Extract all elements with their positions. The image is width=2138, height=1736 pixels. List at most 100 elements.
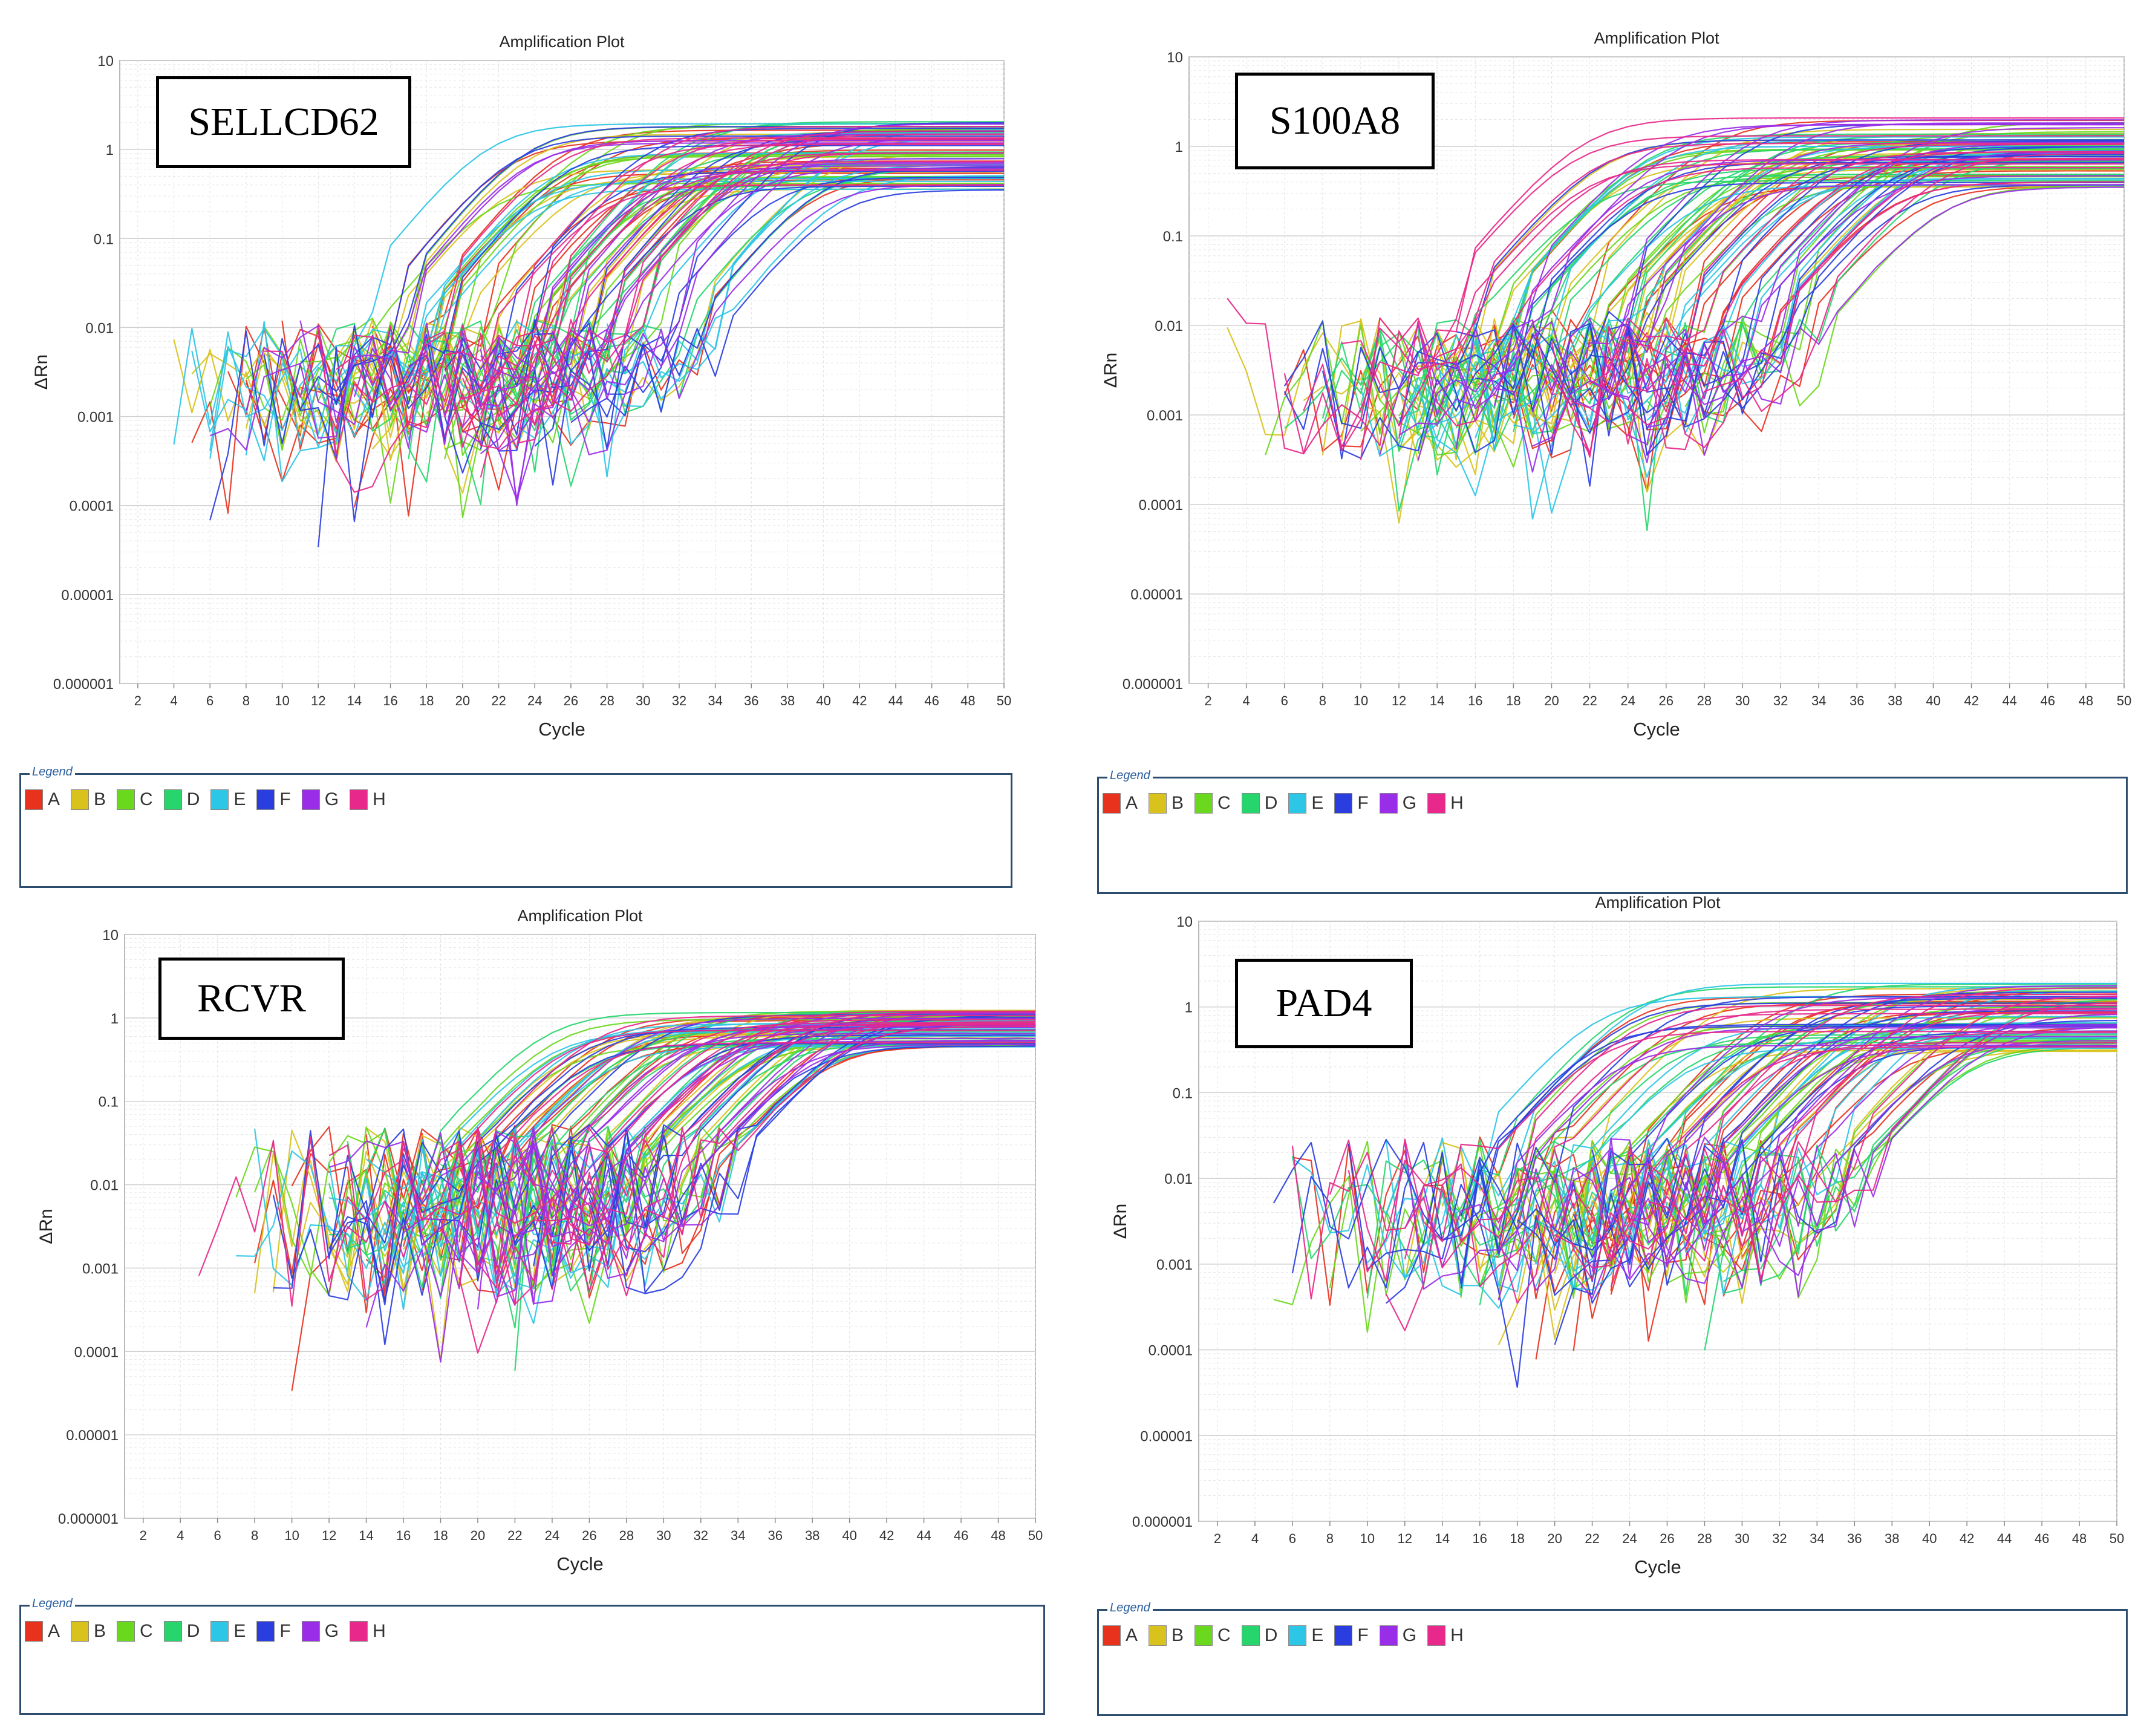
amplification-curve [495,1011,1035,1305]
x-tick-label: 14 [1435,1531,1449,1546]
legend-label: G [1402,793,1417,813]
amplification-curve [335,169,1004,448]
amplification-curve [458,1023,1035,1354]
y-tick-label: 0.001 [1156,1257,1193,1273]
x-tick-label: 20 [471,1528,485,1543]
amplification-curve [1360,168,2124,512]
legend-item: F [1334,1625,1369,1646]
legend-label: G [1402,1625,1417,1645]
amplification-curve [198,1030,1035,1307]
gene-label-box: RCVR [158,958,345,1040]
legend-swatch [350,789,368,810]
legend-item: A [1103,1625,1138,1646]
legend-item: E [1288,1625,1323,1646]
amplification-curve [1360,163,2124,460]
amplification-curve [496,1013,1035,1298]
legend-panel: Legend A B C D E F G H [1097,1601,2128,1716]
amplification-curve [1646,175,2124,428]
legend-item: G [301,789,339,810]
y-tick-label: 0.00001 [1140,1428,1193,1444]
y-tick-label: 0.001 [82,1261,119,1277]
x-tick-label: 40 [816,693,830,708]
y-tick-label: 0.000001 [58,1511,119,1527]
x-tick-label: 42 [879,1528,894,1543]
x-tick-label: 26 [564,693,578,708]
legend-item: A [1103,793,1138,814]
x-tick-label: 28 [599,693,614,708]
y-tick-label: 0.1 [1163,229,1183,245]
legend-swatch [1241,1625,1260,1646]
y-tick-label: 0.0001 [70,498,114,515]
amplification-curve [1479,1037,2117,1293]
amplification-curve [300,128,1004,460]
amplification-curve [1460,988,2117,1251]
amplification-curve [299,180,1004,411]
x-tick-label: 24 [527,693,542,708]
legend-label: D [1264,1625,1278,1645]
amplification-curve [403,1040,1035,1307]
legend-title: Legend [1107,1601,1153,1615]
legend-item: C [117,789,153,810]
x-tick-label: 30 [656,1528,671,1543]
amplification-curve [1479,991,2117,1388]
legend-item: A [25,789,60,810]
curve-group [1227,117,2124,532]
amplification-curve [1455,184,2124,473]
x-tick-label: 30 [1735,1531,1749,1546]
amplification-curve [1569,184,2124,487]
plot-panel-sellcd62: Amplification Plot 0.000001 0.00001 0.0001 0… [0,0,1069,888]
legend-panel: Legend A B C D E F G H [1097,769,2128,894]
y-tick-label: 0.0001 [74,1344,119,1360]
y-tick-label: 0.01 [1155,318,1183,334]
legend-swatch [25,789,43,810]
legend-label: H [373,1621,386,1641]
amplification-curve [422,1017,1035,1262]
legend-swatch [1241,793,1260,814]
legend-label: D [186,789,200,809]
curve-group [1273,982,2117,1388]
legend-swatch [1334,1625,1353,1646]
amplification-curve [607,1015,1035,1294]
legend-swatch [210,789,229,810]
y-tick-label: 0.1 [94,231,114,247]
amplification-curve [1591,1032,2117,1241]
amplification-curve [1570,152,2124,448]
amplification-curve [1551,143,2124,458]
y-tick-label: 0.001 [1147,408,1183,424]
y-axis-label: ΔRn [1101,353,1121,388]
amplification-curve [353,165,1004,446]
amplification-curve [1722,1047,2117,1282]
legend-item: B [1149,1625,1184,1646]
legend-swatch [350,1621,368,1642]
legend-title: Legend [30,765,75,779]
legend-swatch [25,1621,43,1642]
y-tick-label: 10 [102,927,119,944]
x-tick-label: 24 [1622,1531,1637,1546]
x-tick-label: 12 [1398,1531,1412,1546]
y-tick-label: 10 [1176,914,1193,930]
x-tick-label: 44 [2002,693,2016,708]
legend-swatch [71,789,90,810]
x-tick-label: 8 [243,693,250,708]
x-tick-label: 38 [1885,1531,1899,1546]
legend-label: G [324,1621,339,1641]
amplification-curve [263,135,1004,445]
x-tick-label: 28 [1697,1531,1712,1546]
x-tick-label: 34 [1810,1531,1824,1546]
gene-label: S100A8 [1269,99,1401,143]
x-tick-label: 4 [177,1528,184,1543]
amplification-curve [1322,162,2124,459]
x-axis-label: Cycle [556,1553,604,1574]
y-axis-label: ΔRn [1110,1204,1130,1239]
legend-item: H [1427,793,1464,814]
amplification-curve [588,1020,1035,1236]
x-tick-label: 26 [1659,693,1674,708]
amplification-curve [1348,1002,2117,1270]
legend-item: D [1241,793,1277,814]
legend-label: B [94,789,106,809]
amplification-curve [1386,996,2117,1304]
x-tick-label: 38 [1888,693,1902,708]
legend-swatch [1288,1625,1307,1646]
legend-item: B [71,789,106,810]
amplification-curve [408,126,1004,403]
